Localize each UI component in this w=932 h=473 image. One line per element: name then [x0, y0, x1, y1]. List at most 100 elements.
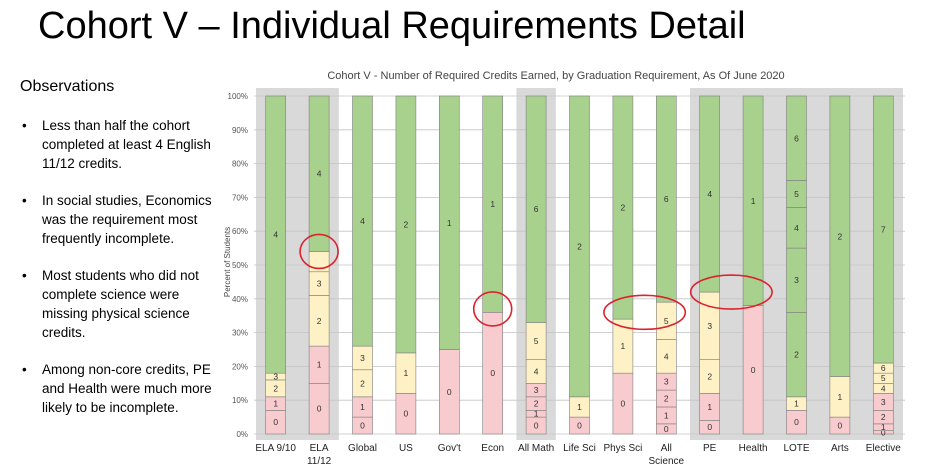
- y-tick-label: 30%: [232, 329, 248, 338]
- segment-label: 0: [751, 365, 756, 375]
- highlight-circles: [299, 233, 773, 331]
- highlight-circle: [689, 274, 773, 310]
- bar-segment: [525, 95, 547, 323]
- y-tick-label: 40%: [232, 295, 248, 304]
- segment-label: 0: [534, 421, 539, 431]
- segment-label: 0: [490, 368, 495, 378]
- y-tick-label: 90%: [232, 126, 248, 135]
- x-tick-label: Global: [348, 443, 377, 454]
- y-tick-label: 0%: [236, 430, 248, 439]
- segment-label: 0: [838, 421, 843, 431]
- segment-label: 3: [317, 279, 322, 289]
- y-tick-label: 70%: [232, 193, 248, 202]
- segment-label: 2: [881, 412, 886, 422]
- observations-heading: Observations: [20, 78, 115, 95]
- segment-label: 1: [447, 218, 452, 228]
- segment-label: 2: [838, 231, 843, 241]
- y-tick-label: 100%: [228, 92, 248, 101]
- y-tick-label: 50%: [232, 261, 248, 270]
- stacked-bar-chart: Cohort V - Number of Required Credits Ea…: [223, 70, 905, 467]
- segment-label: 0: [707, 422, 712, 432]
- bar-segment: [265, 95, 287, 374]
- segment-label: 3: [360, 353, 365, 363]
- segment-label: 2: [404, 219, 409, 229]
- x-tick-label: Science: [649, 456, 685, 467]
- bar-segment: [829, 95, 851, 377]
- segment-label: 3: [707, 321, 712, 331]
- segment-label: 0: [317, 404, 322, 414]
- x-tick-label: 11/12: [307, 456, 332, 467]
- x-tick-label: ELA: [310, 443, 329, 454]
- bar-segment: [439, 95, 460, 350]
- segment-label: 2: [273, 383, 278, 393]
- bar-segment: [308, 95, 330, 252]
- segment-label: 0: [360, 421, 365, 431]
- segment-label: 4: [534, 366, 539, 376]
- bar-segment: [872, 95, 894, 364]
- segment-label: 0: [664, 424, 669, 434]
- segment-label: 4: [794, 223, 799, 233]
- x-tick-label: All Math: [518, 443, 554, 454]
- segment-label: 1: [577, 402, 582, 412]
- segment-label: 5: [534, 336, 539, 346]
- segment-label: 4: [707, 189, 712, 199]
- x-tick-label: Arts: [831, 443, 849, 454]
- y-tick-label: 60%: [232, 227, 248, 236]
- segment-label: 5: [881, 373, 886, 383]
- bar-segment: [742, 95, 764, 306]
- segment-label: 4: [273, 230, 278, 240]
- y-axis-label: Percent of Students: [223, 227, 232, 297]
- observation-item: In social studies, Economics was the req…: [20, 191, 220, 248]
- segment-label: 0: [881, 427, 886, 437]
- segment-label: 2: [577, 241, 582, 251]
- segment-label: 1: [404, 368, 409, 378]
- bar-segment: [786, 95, 807, 181]
- bar-segment: [352, 95, 373, 347]
- x-tick-label: All: [661, 443, 672, 454]
- x-tick-label: Econ: [481, 443, 504, 454]
- segment-label: 3: [534, 385, 539, 395]
- segment-label: 1: [751, 196, 756, 206]
- segment-label: 2: [794, 350, 799, 360]
- observation-item: Most students who did not complete scien…: [20, 266, 220, 342]
- segment-label: 2: [621, 203, 626, 213]
- segment-label: 4: [317, 169, 322, 179]
- segment-label: 0: [404, 409, 409, 419]
- segment-label: 1: [360, 402, 365, 412]
- segment-label: 6: [794, 133, 799, 143]
- highlight-circle: [603, 294, 687, 331]
- segment-label: 1: [317, 360, 322, 370]
- segment-label: 1: [707, 402, 712, 412]
- segment-label: 5: [664, 316, 669, 326]
- segment-label: 0: [447, 387, 452, 397]
- segment-label: 2: [534, 399, 539, 409]
- bar-segment: [395, 95, 417, 354]
- segment-label: 0: [273, 417, 278, 427]
- x-tick-label: Health: [739, 443, 768, 454]
- segment-label: 1: [881, 422, 886, 432]
- slide-title: Cohort V – Individual Requirements Detai…: [38, 5, 746, 47]
- segment-label: 2: [360, 378, 365, 388]
- bar-segment: [655, 95, 677, 303]
- bar-segment: [569, 95, 590, 398]
- segment-label: 1: [490, 199, 495, 209]
- segment-label: 3: [273, 372, 278, 382]
- x-tick-label: Elective: [866, 443, 901, 454]
- bar-segment: [482, 95, 504, 313]
- segment-label: 6: [881, 363, 886, 373]
- segment-label: 3: [881, 397, 886, 407]
- segment-label: 5: [794, 189, 799, 199]
- segment-label: 6: [664, 194, 669, 204]
- observations-list: Less than half the cohort completed at l…: [20, 116, 220, 435]
- segment-label: 2: [664, 394, 669, 404]
- segment-label: 4: [881, 383, 886, 393]
- x-tick-label: Life Sci: [563, 443, 596, 454]
- segment-label: 0: [621, 399, 626, 409]
- x-tick-label: ELA 9/10: [255, 443, 296, 454]
- segment-label: 3: [664, 377, 669, 387]
- chart-title: Cohort V - Number of Required Credits Ea…: [327, 70, 784, 82]
- segment-label: 0: [794, 417, 799, 427]
- y-tick-label: 10%: [232, 396, 248, 405]
- segment-label: 1: [838, 392, 843, 402]
- highlight-circle: [299, 233, 339, 270]
